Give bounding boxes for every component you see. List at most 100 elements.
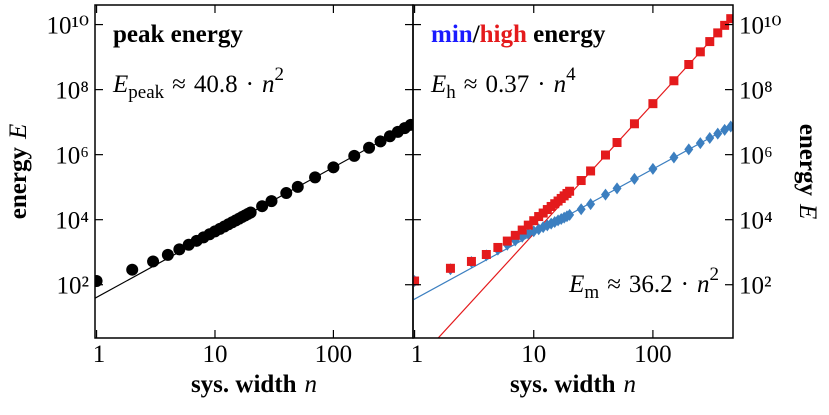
x-axis-label: sys. width n <box>191 371 317 398</box>
fit-times: · <box>537 71 545 98</box>
data-point <box>466 256 476 266</box>
data-point <box>586 198 596 211</box>
fit-variable: n <box>262 71 275 98</box>
fit-symbol: E <box>568 271 584 298</box>
data-point <box>576 176 586 186</box>
data-point <box>534 212 544 222</box>
x-tick-label: 10 <box>521 341 546 368</box>
y-axis-label-symbol: E <box>794 203 821 219</box>
data-point <box>327 161 340 174</box>
fit-times: · <box>246 71 254 98</box>
plot-area <box>413 14 733 338</box>
x-axis-label: sys. width n <box>510 371 636 398</box>
fit-coefficient: 40.8 <box>194 71 238 98</box>
data-point <box>705 37 715 47</box>
fit-annotation: Epeak ≈40.8 · n2 <box>112 64 284 103</box>
data-point <box>291 180 304 193</box>
y-tick-label: 10⁶ <box>55 143 89 170</box>
y-tick-label: 10⁶ <box>739 143 773 170</box>
fit-variable: n <box>697 271 710 298</box>
data-point <box>586 166 596 176</box>
data-point <box>348 149 361 162</box>
fit-subscript: peak <box>128 82 164 103</box>
data-point <box>309 171 322 184</box>
data-point <box>565 208 575 221</box>
data-point <box>565 186 575 196</box>
y-tick-label: 10⁸ <box>55 78 89 105</box>
fit-annotation: Em ≈36.2 · n2 <box>568 264 719 303</box>
data-point <box>481 250 491 260</box>
data-point <box>600 188 610 201</box>
data-point <box>713 127 723 140</box>
y-tick-label: 10⁴ <box>55 208 89 235</box>
y-axis-label-symbol: E <box>5 124 32 140</box>
y-axis-label: energy E <box>5 124 32 219</box>
data-point <box>669 76 679 86</box>
data-point <box>726 14 733 24</box>
y-tick-label: 10² <box>57 273 90 300</box>
data-point <box>684 60 694 70</box>
data-point <box>684 143 694 156</box>
panel-title-part: / <box>472 21 481 48</box>
data-point <box>374 135 387 148</box>
fit-variable: n <box>554 71 567 98</box>
frame <box>412 4 734 339</box>
data-point <box>404 118 413 131</box>
fit-subscript: m <box>584 282 599 303</box>
fit-symbol: E <box>430 71 446 98</box>
data-point <box>695 47 705 57</box>
plot-area <box>95 118 413 299</box>
data-point <box>726 120 733 133</box>
frame <box>94 4 414 339</box>
y-axis-label-text: energy <box>794 124 821 197</box>
data-point <box>502 236 512 246</box>
data-point <box>705 131 715 144</box>
y-axis-label: energy E <box>794 124 821 219</box>
data-point <box>493 242 503 252</box>
x-tick-label: 10 <box>202 341 227 368</box>
y-tick-label: 10⁸ <box>739 78 773 105</box>
y-tick-label: 10⁴ <box>739 208 773 235</box>
data-point <box>523 220 533 230</box>
data-point <box>612 182 622 195</box>
x-axis-label-symbol: n <box>624 371 637 398</box>
data-point <box>126 263 139 276</box>
x-axis-label-symbol: n <box>305 371 318 398</box>
fit-coefficient: 0.37 <box>486 71 530 98</box>
panel-title: min/high energy <box>431 21 606 48</box>
data-point <box>529 216 539 226</box>
x-tick-label: 1 <box>93 341 106 368</box>
fit-annotation: Eh ≈0.37 · n4 <box>430 64 576 103</box>
data-point <box>95 275 103 288</box>
data-point <box>695 137 705 150</box>
fit-relation: ≈ <box>172 71 186 98</box>
fit-relation: ≈ <box>607 271 621 298</box>
data-point <box>648 162 658 175</box>
x-tick-label: 1 <box>411 341 424 368</box>
data-point <box>720 20 730 30</box>
x-tick-label: 100 <box>315 341 353 368</box>
data-point <box>173 243 186 256</box>
fit-symbol: E <box>112 71 128 98</box>
panel-title-part: energy <box>527 21 606 48</box>
data-point <box>629 119 639 129</box>
data-point <box>510 230 520 240</box>
fit-relation: ≈ <box>464 71 478 98</box>
data-point <box>147 255 160 268</box>
x-axis-label-text: sys. width <box>510 371 616 398</box>
fit-times: · <box>681 271 689 298</box>
data-point <box>363 141 376 154</box>
data-point <box>612 138 622 148</box>
data-point <box>576 203 586 216</box>
data-point <box>413 276 420 286</box>
panel-title-part: high <box>480 21 527 48</box>
panel-title-part: min <box>431 21 473 48</box>
fit-subscript: h <box>446 82 456 103</box>
fit-exponent: 2 <box>710 264 720 285</box>
fit-line <box>413 124 733 301</box>
panel-title-part: peak energy <box>113 21 243 48</box>
data-point <box>600 150 610 160</box>
data-point <box>629 172 639 185</box>
x-tick-label: 100 <box>634 341 672 368</box>
